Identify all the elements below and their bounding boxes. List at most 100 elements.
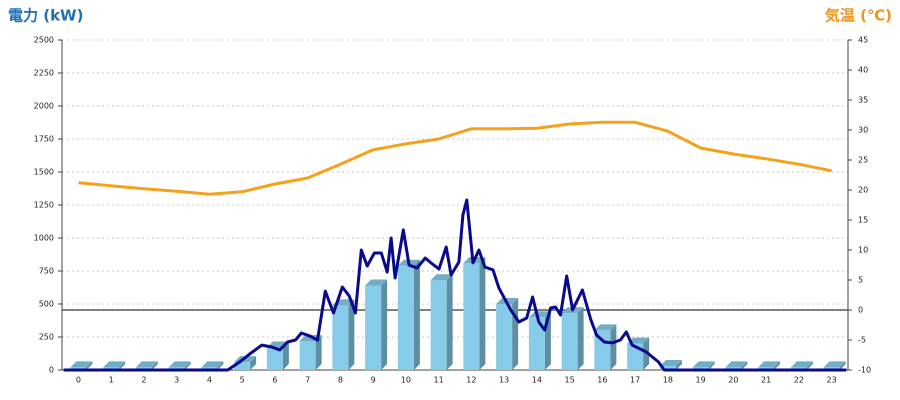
x-tick-label: 5 [240,376,245,385]
bar [496,304,513,370]
x-tick-label: 3 [174,376,179,385]
y2-tick-label: 35 [858,96,868,105]
bar-side [479,257,486,370]
bar-side [839,361,846,370]
bar-side [643,337,650,370]
bar-top [201,361,224,368]
bar-side [315,334,322,370]
bar-side [86,361,93,370]
bar-side [282,341,289,370]
y-tick-label: 1750 [34,135,54,144]
x-tick-label: 15 [565,376,575,385]
x-tick-label: 6 [272,376,277,385]
bar-side [577,307,584,370]
bar-top [725,361,748,368]
x-tick-label: 9 [371,376,376,385]
y-axis-title: 電力 (kW) [8,7,83,25]
y2-tick-label: 5 [858,276,863,285]
bar-side [774,361,781,370]
bar-side [119,361,126,370]
bar [659,366,676,370]
bar [463,263,480,370]
x-tick-label: 0 [76,376,81,385]
x-tick-label: 12 [466,376,476,385]
x-tick-label: 20 [728,376,738,385]
y-tick-label: 1250 [34,201,54,210]
y2-tick-label: 20 [858,186,868,195]
bar-side [381,279,388,370]
y2-tick-label: 10 [858,246,868,255]
y2-tick-label: 30 [858,126,868,135]
x-tick-label: 4 [207,376,212,385]
y-tick-label: 2000 [34,102,54,111]
y2-tick-label: 40 [858,66,868,75]
bar-top [168,361,191,368]
bar-side [708,361,715,370]
y2-tick-label: -5 [858,336,866,345]
bar [332,305,349,370]
bar-side [217,361,224,370]
bar-top [70,361,93,368]
bar-top [528,311,551,318]
y2-tick-label: 45 [858,36,868,45]
bar [430,280,447,370]
x-tick-label: 14 [532,376,542,385]
x-tick-label: 7 [305,376,310,385]
x-tick-label: 13 [499,376,509,385]
bar-side [151,361,158,370]
bar-side [184,361,191,370]
x-tick-label: 10 [401,376,411,385]
bar-top [790,361,813,368]
y2-tick-label: 25 [858,156,868,165]
x-tick-label: 1 [109,376,114,385]
x-tick-label: 18 [663,376,673,385]
y-tick-label: 2250 [34,69,54,78]
bar [365,285,382,370]
bar [594,330,611,370]
bar-top [103,361,126,368]
bar-side [675,360,682,370]
bar-top [135,361,158,368]
bar [299,340,316,370]
bar [561,313,578,370]
bar-side [250,356,257,370]
bar-top [692,361,715,368]
y-tick-label: 2500 [34,36,54,45]
y-tick-label: 1000 [34,234,54,243]
x-tick-label: 11 [434,376,444,385]
x-tick-label: 23 [827,376,837,385]
bar-top [758,361,781,368]
x-tick-label: 8 [338,376,343,385]
y-tick-label: 0 [49,366,54,375]
bar [528,317,545,370]
bar-side [446,274,453,370]
bar-side [741,361,748,370]
x-tick-label: 17 [630,376,640,385]
y-tick-label: 500 [39,300,54,309]
bar-side [413,259,420,370]
bar [266,347,283,370]
bar-side [348,299,355,370]
bar-top [627,337,650,344]
bar-top [823,361,846,368]
x-tick-label: 21 [761,376,771,385]
x-tick-label: 16 [597,376,607,385]
temperature-line [78,120,832,196]
y2-tick-label: 0 [858,306,863,315]
bar-top [659,360,682,367]
x-tick-label: 2 [141,376,146,385]
y2-axis-title: 気温 (℃) [825,7,892,25]
x-tick-label: 22 [794,376,804,385]
bar-top [594,324,617,331]
bar-side [806,361,813,370]
y2-tick-label: 15 [858,216,868,225]
bar [234,362,251,370]
bar [627,343,644,370]
y-tick-label: 250 [39,333,54,342]
x-tick-label: 19 [696,376,706,385]
bar-top [365,279,388,286]
bar-side [512,298,519,370]
bar-side [610,324,617,370]
bar-top [430,274,453,281]
